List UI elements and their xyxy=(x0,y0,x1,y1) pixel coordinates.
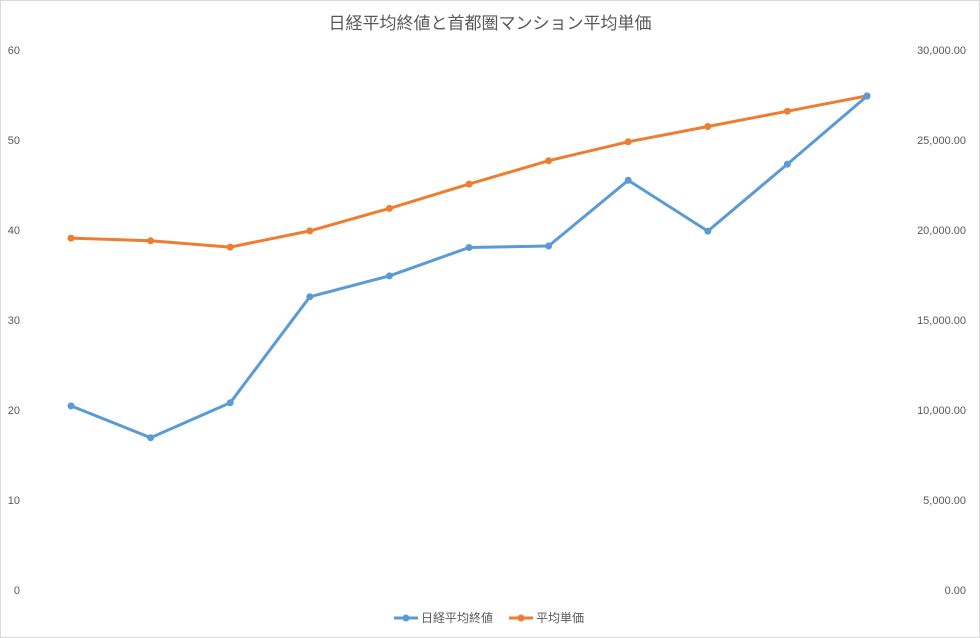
legend: 日経平均終値 平均単価 xyxy=(394,610,584,625)
legend-label-nikkei: 日経平均終値 xyxy=(421,610,493,625)
data-point-nikkei xyxy=(545,242,553,250)
data-point-nikkei xyxy=(385,272,393,280)
series-price xyxy=(67,92,871,251)
data-point-nikkei xyxy=(226,399,234,407)
left-tick-label: 30 xyxy=(8,315,20,327)
left-tick-label: 0 xyxy=(14,585,20,597)
right-tick-label: 20,000.00 xyxy=(917,225,966,237)
right-tick-label: 10,000.00 xyxy=(917,405,966,417)
legend-label-price: 平均単価 xyxy=(536,611,584,625)
right-tick-label: 30,000.00 xyxy=(917,45,966,57)
right-tick-label: 15,000.00 xyxy=(917,315,966,327)
data-point-nikkei xyxy=(306,293,314,301)
data-point-price xyxy=(783,107,791,115)
right-tick-label: 0.00 xyxy=(945,585,966,597)
data-point-nikkei xyxy=(147,434,155,442)
data-point-nikkei xyxy=(783,160,791,168)
data-point-price xyxy=(624,138,632,146)
data-point-price xyxy=(67,234,75,242)
data-point-price xyxy=(306,227,314,235)
series-line-price xyxy=(69,94,869,249)
legend-marker-nikkei xyxy=(402,614,410,622)
left-tick-label: 60 xyxy=(8,45,20,57)
data-point-nikkei xyxy=(704,227,712,235)
series-line-nikkei xyxy=(69,94,869,440)
left-axis: 0 10 20 30 40 50 60 xyxy=(8,45,20,597)
legend-marker-price xyxy=(517,614,525,622)
right-tick-label: 25,000.00 xyxy=(917,135,966,147)
left-tick-label: 40 xyxy=(8,225,20,237)
right-axis: 0.00 5,000.00 10,000.00 15,000.00 20,000.00 2… xyxy=(917,45,966,597)
data-point-nikkei xyxy=(863,92,871,100)
left-tick-label: 20 xyxy=(8,405,20,417)
right-tick-label: 5,000.00 xyxy=(923,495,966,507)
series-layer xyxy=(67,92,871,442)
data-point-nikkei xyxy=(465,244,473,251)
data-point-nikkei xyxy=(67,402,75,410)
chart-title: 日経平均終値と首都圏マンション平均単価 xyxy=(329,14,652,34)
series-nikkei xyxy=(67,92,871,442)
data-point-nikkei xyxy=(624,176,632,184)
data-point-price xyxy=(704,123,712,130)
legend-item-nikkei: 日経平均終値 xyxy=(394,610,493,625)
data-point-price xyxy=(226,243,234,251)
legend-item-price: 平均単価 xyxy=(509,611,584,625)
data-point-price xyxy=(385,204,393,212)
data-point-price xyxy=(545,157,553,165)
data-point-price xyxy=(147,237,155,245)
data-point-price xyxy=(465,180,473,188)
left-tick-label: 50 xyxy=(8,135,20,147)
left-tick-label: 10 xyxy=(8,495,20,507)
